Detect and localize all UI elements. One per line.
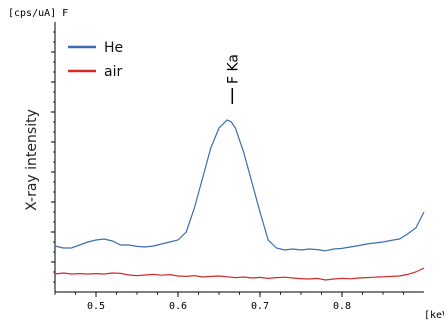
y-axis-label: X-ray intensity: [24, 109, 40, 211]
plot-area: 0.5 0.6 0.7 0.8 He air F Ka: [51, 22, 425, 312]
x-tick-label-2: 0.7: [251, 301, 269, 312]
x-tick-label-3: 0.8: [333, 301, 351, 312]
legend-label-air: air: [104, 64, 122, 80]
series-line-air: [54, 267, 425, 281]
x-tick-label-1: 0.6: [169, 301, 187, 312]
y-unit-label: [cps/uA] F: [8, 8, 68, 19]
peak-annotation: F Ka: [225, 54, 241, 84]
x-tick-label-0: 0.5: [87, 301, 105, 312]
legend-label-He: He: [104, 40, 123, 56]
x-axis-label: [keV]: [424, 310, 444, 321]
series-line-He: [54, 119, 425, 252]
